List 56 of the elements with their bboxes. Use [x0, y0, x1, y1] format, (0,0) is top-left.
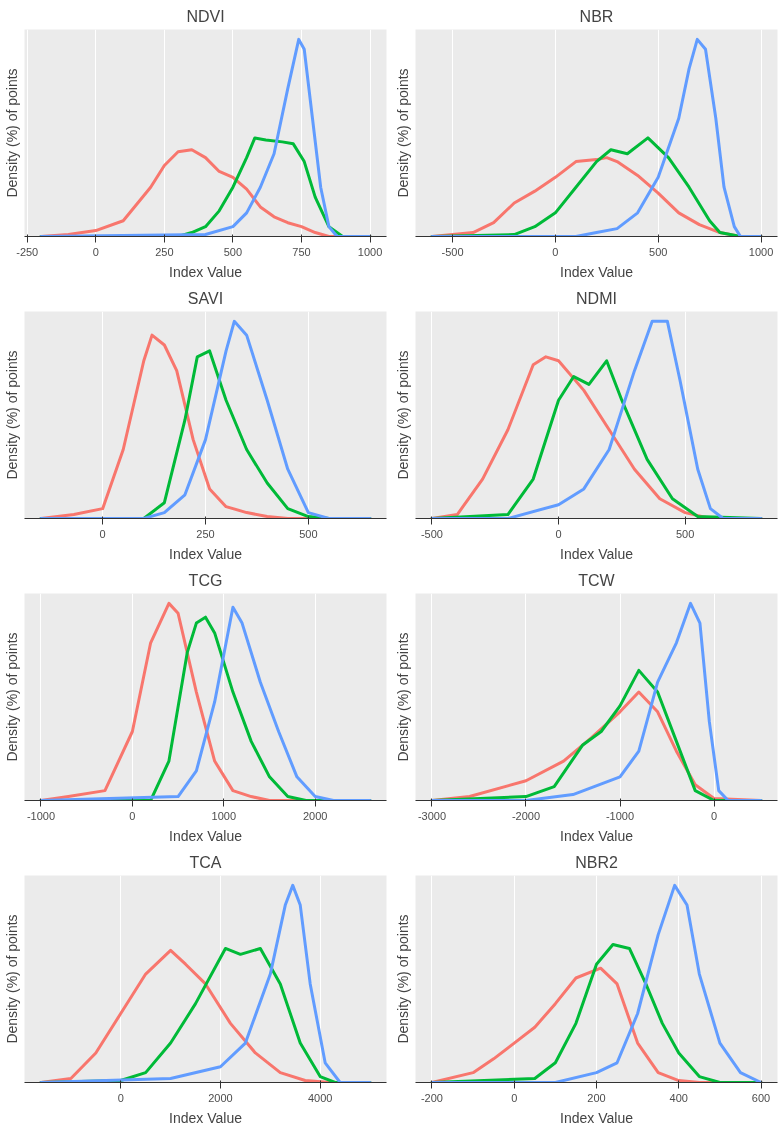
x-tick-label: 2000 — [208, 1091, 233, 1104]
chart-title: NBR2 — [575, 853, 618, 871]
chart-title: NDVI — [186, 7, 225, 25]
chart-title: TCG — [188, 571, 223, 589]
x-tick-label: 0 — [92, 245, 99, 258]
x-axis-title: Index Value — [560, 263, 634, 280]
x-tick-label: 500 — [649, 245, 668, 258]
x-axis-title: Index Value — [169, 827, 243, 844]
x-tick-label: -500 — [441, 245, 464, 258]
y-axis-title: Density (%) of points — [3, 632, 20, 762]
y-axis-title: Density (%) of points — [394, 632, 411, 762]
x-axis-title: Index Value — [560, 1109, 634, 1126]
x-axis-title: Index Value — [169, 545, 243, 562]
chart-title: NDMI — [576, 289, 617, 307]
x-tick-label: -200 — [420, 1091, 443, 1104]
y-axis-title: Density (%) of points — [394, 350, 411, 480]
x-axis-title: Index Value — [169, 263, 243, 280]
x-tick-label: 0 — [511, 1091, 518, 1104]
x-axis-title: Index Value — [560, 545, 634, 562]
x-tick-label: 500 — [223, 245, 243, 258]
x-tick-label: 0 — [117, 1091, 124, 1104]
y-axis-title: Density (%) of points — [3, 350, 20, 480]
y-axis-title: Density (%) of points — [3, 68, 20, 198]
x-tick-label: 500 — [299, 527, 318, 540]
x-tick-label: 750 — [292, 245, 311, 258]
x-tick-label: 0 — [710, 809, 718, 822]
x-tick-label: 500 — [675, 527, 695, 540]
x-tick-label: -1000 — [26, 809, 56, 822]
chart-title: NBR — [579, 7, 614, 25]
x-tick-label: 400 — [669, 1091, 688, 1104]
x-axis-title: Index Value — [560, 827, 634, 844]
x-tick-label: 2000 — [302, 809, 328, 822]
y-axis-title: Density (%) of points — [394, 68, 411, 198]
x-tick-label: -1000 — [605, 809, 635, 822]
x-tick-label: 4000 — [307, 1091, 333, 1104]
chart-title: TCW — [578, 571, 616, 589]
x-tick-label: 1000 — [357, 245, 383, 258]
x-tick-label: -500 — [420, 527, 443, 540]
x-tick-label: 1000 — [748, 245, 774, 258]
x-tick-label: 0 — [552, 245, 559, 258]
x-tick-label: -2000 — [511, 809, 541, 822]
x-tick-label: 250 — [196, 527, 215, 540]
x-tick-label: -250 — [16, 245, 39, 258]
x-tick-label: -3000 — [417, 809, 447, 822]
x-tick-label: 200 — [587, 1091, 606, 1104]
x-tick-label: 250 — [155, 245, 174, 258]
chart-title: TCA — [189, 853, 222, 871]
y-axis-title: Density (%) of points — [3, 914, 20, 1044]
x-tick-label: 0 — [555, 527, 562, 540]
x-tick-label: 0 — [99, 527, 106, 540]
x-tick-label: 600 — [751, 1091, 771, 1104]
x-tick-label: 0 — [129, 809, 136, 822]
chart-title: SAVI — [187, 289, 224, 307]
x-axis-title: Index Value — [169, 1109, 243, 1126]
y-axis-title: Density (%) of points — [394, 914, 411, 1044]
x-tick-label: 1000 — [211, 809, 237, 822]
